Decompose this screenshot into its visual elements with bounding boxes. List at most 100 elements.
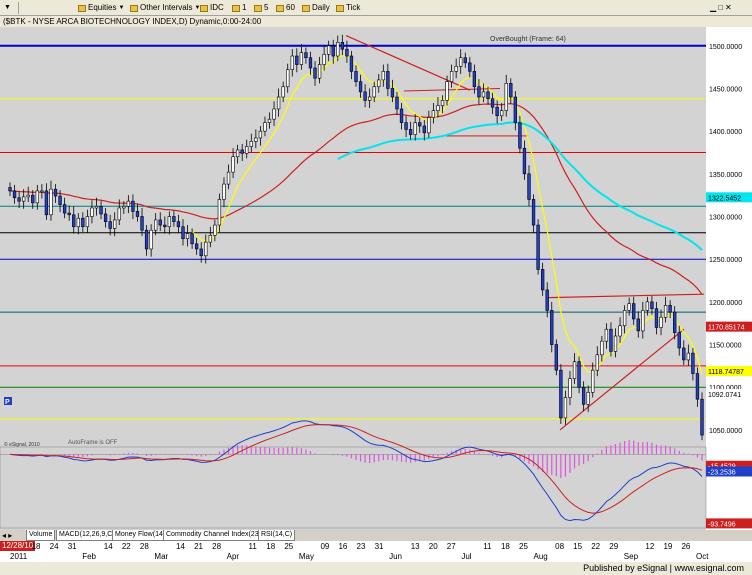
candle-body[interactable]: [122, 205, 126, 209]
candle-body[interactable]: [627, 303, 631, 311]
candle-body[interactable]: [149, 229, 153, 250]
candle-body[interactable]: [35, 190, 39, 204]
candle-body[interactable]: [81, 217, 85, 228]
candle-body[interactable]: [527, 173, 531, 200]
candle-body[interactable]: [349, 55, 354, 72]
candle-body[interactable]: [226, 171, 231, 185]
candle-body[interactable]: [31, 194, 35, 204]
candle-body[interactable]: [144, 229, 149, 250]
candle-body[interactable]: [8, 187, 12, 192]
candle-body[interactable]: [176, 221, 181, 228]
candle-body[interactable]: [158, 219, 162, 226]
candle-body[interactable]: [172, 216, 176, 222]
candle-body[interactable]: [663, 304, 668, 318]
candle-body[interactable]: [44, 190, 49, 216]
candle-body[interactable]: [304, 52, 308, 59]
candle-body[interactable]: [204, 241, 208, 257]
candle-body[interactable]: [322, 54, 326, 65]
candle-body[interactable]: [53, 188, 58, 197]
candle-body[interactable]: [290, 55, 294, 70]
candle-body[interactable]: [354, 71, 358, 82]
candle-body[interactable]: [117, 207, 121, 221]
candle-body[interactable]: [126, 200, 131, 207]
candle-body[interactable]: [199, 248, 203, 257]
candle-body[interactable]: [40, 190, 44, 193]
candle-body[interactable]: [654, 308, 659, 328]
candle-body[interactable]: [154, 219, 158, 231]
candle-body[interactable]: [454, 65, 458, 72]
candle-body[interactable]: [600, 340, 604, 356]
candle-body[interactable]: [436, 105, 440, 111]
candle-body[interactable]: [222, 183, 226, 200]
candle-body[interactable]: [695, 373, 700, 400]
candle-body[interactable]: [468, 62, 472, 72]
candle-body[interactable]: [404, 122, 408, 130]
candle-body[interactable]: [231, 156, 235, 173]
maximize-icon[interactable]: □: [718, 3, 723, 12]
candle-body[interactable]: [427, 117, 431, 134]
candle-body[interactable]: [377, 79, 381, 88]
candle-body[interactable]: [17, 197, 21, 202]
candle-body[interactable]: [531, 199, 536, 226]
candle-body[interactable]: [540, 269, 545, 291]
candle-body[interactable]: [632, 303, 636, 320]
candle-body[interactable]: [550, 310, 554, 345]
candle-body[interactable]: [500, 110, 504, 117]
candle-body[interactable]: [422, 125, 426, 134]
candle-body[interactable]: [581, 386, 586, 405]
candle-body[interactable]: [181, 226, 185, 240]
candle-body[interactable]: [167, 216, 172, 228]
idc-button[interactable]: IDC: [200, 2, 224, 14]
candle-body[interactable]: [559, 369, 563, 419]
candle-body[interactable]: [249, 141, 253, 147]
candle-body[interactable]: [568, 378, 572, 398]
candle-body[interactable]: [336, 42, 340, 57]
tab-volume[interactable]: Volume: [26, 530, 56, 541]
candle-body[interactable]: [577, 361, 581, 388]
candle-body[interactable]: [108, 221, 112, 229]
candle-body[interactable]: [213, 224, 217, 236]
candle-body[interactable]: [367, 96, 372, 101]
toolbar-menu-arrow[interactable]: ▼: [4, 2, 11, 14]
tab-cci[interactable]: Commodity Channel Index(23,C): [163, 530, 271, 541]
candle-body[interactable]: [618, 325, 622, 337]
candle-body[interactable]: [99, 205, 103, 215]
candle-body[interactable]: [67, 212, 71, 216]
candle-body[interactable]: [563, 397, 568, 419]
candle-body[interactable]: [650, 301, 654, 310]
equities-menu[interactable]: Equities ▼: [78, 2, 124, 14]
p-marker-icon[interactable]: [4, 397, 12, 405]
candle-body[interactable]: [477, 86, 481, 98]
candle-body[interactable]: [504, 83, 508, 111]
candle-body[interactable]: [345, 48, 349, 57]
candle-body[interactable]: [641, 310, 645, 332]
candle-body[interactable]: [194, 243, 199, 250]
candle-body[interactable]: [313, 67, 317, 79]
close-icon[interactable]: ✕: [725, 3, 732, 12]
candle-body[interactable]: [445, 81, 449, 101]
candle-body[interactable]: [677, 332, 681, 349]
candle-body[interactable]: [518, 122, 522, 149]
candle-body[interactable]: [308, 57, 313, 69]
candle-body[interactable]: [386, 71, 390, 89]
candle-body[interactable]: [317, 64, 322, 79]
candle-body[interactable]: [472, 71, 477, 88]
candle-body[interactable]: [62, 204, 67, 214]
candle-body[interactable]: [390, 88, 395, 98]
candle-body[interactable]: [395, 96, 399, 110]
candle-body[interactable]: [254, 137, 258, 142]
candle-body[interactable]: [495, 106, 499, 117]
candle-body[interactable]: [372, 86, 376, 98]
candle-body[interactable]: [90, 207, 94, 217]
other-intervals-menu[interactable]: Other Intervals ▼: [130, 2, 200, 14]
interval-1-button[interactable]: 1: [232, 2, 246, 14]
candle-body[interactable]: [94, 205, 99, 209]
candle-body[interactable]: [163, 224, 167, 228]
candle-body[interactable]: [554, 344, 558, 371]
candle-body[interactable]: [217, 199, 222, 226]
tab-money-flow[interactable]: Money Flow(14): [112, 530, 169, 541]
candle-body[interactable]: [26, 194, 30, 198]
interval-5-button[interactable]: 5: [254, 2, 268, 14]
candle-body[interactable]: [190, 233, 194, 245]
daily-button[interactable]: Daily: [302, 2, 330, 14]
